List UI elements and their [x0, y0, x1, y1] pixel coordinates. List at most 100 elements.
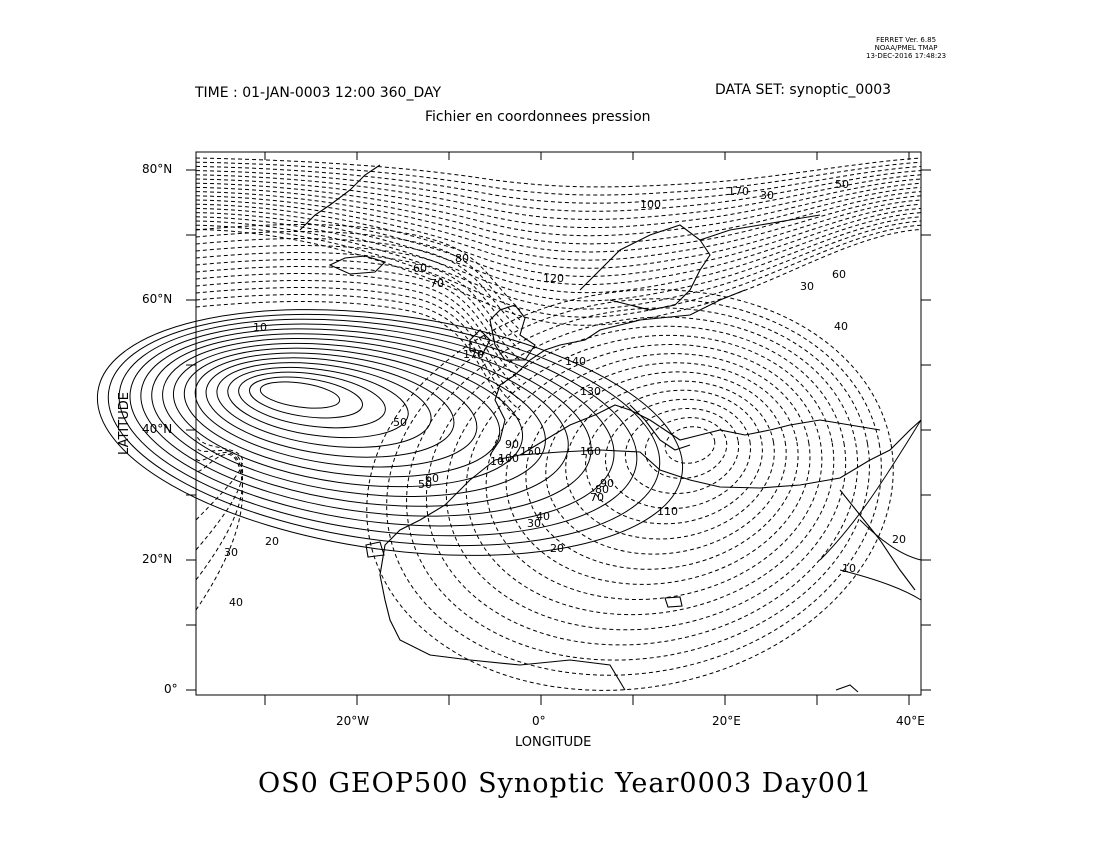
coastline	[869, 419, 922, 461]
contour-label: 70	[590, 491, 604, 504]
contour-line	[195, 231, 521, 321]
contour-line	[129, 323, 615, 527]
ferret-version: FERRET Ver. 6.85	[876, 36, 937, 44]
contour-line	[194, 352, 478, 468]
x-tick-label: 0°	[532, 714, 546, 728]
contour-line	[465, 334, 835, 616]
contour-line	[118, 318, 638, 537]
contour-line	[195, 452, 244, 581]
contour-line	[195, 287, 521, 401]
contour-line	[195, 453, 244, 611]
ferret-org: NOAA/PMEL TMAP	[874, 44, 938, 52]
contour-label: 150	[520, 445, 541, 458]
contour-line	[644, 417, 728, 479]
x-tick-label: 20°E	[712, 714, 741, 728]
contour-line	[205, 357, 455, 458]
contour-line	[195, 238, 521, 331]
contour-label: 140	[565, 355, 586, 368]
coastline	[489, 304, 536, 361]
contour-label: 90	[505, 438, 519, 451]
contour-line	[195, 445, 244, 551]
contour-line	[216, 362, 432, 448]
contour-label: 30	[527, 517, 541, 530]
contour-label: 20	[265, 535, 279, 548]
contour-label: 70	[430, 277, 444, 290]
dataset-header: DATA SET: synoptic_0003	[715, 82, 892, 98]
contour-line	[162, 338, 546, 497]
contour-line	[195, 191, 922, 253]
contour-label: 50	[393, 416, 407, 429]
coastline	[835, 684, 859, 693]
contour-line	[195, 207, 922, 286]
contour-line	[195, 182, 922, 237]
contour-line	[585, 389, 763, 525]
contour-label: 130	[580, 385, 601, 398]
ferret-version-info: FERRET Ver. 6.85 NOAA/PMEL TMAP 13-DEC-2…	[866, 36, 946, 60]
contour-line	[195, 433, 244, 521]
y-axis-label: LATITUDE	[116, 392, 132, 455]
contour-line	[195, 195, 922, 261]
contour-line	[525, 362, 799, 570]
contour-line	[172, 342, 524, 488]
contour-line	[238, 371, 386, 429]
contour-label: 40	[536, 510, 550, 523]
contour-label: 40	[834, 320, 848, 333]
contour-line	[195, 157, 922, 188]
contour-label: 100	[640, 198, 661, 211]
y-tick-label: 20°N	[142, 552, 173, 566]
contour-label: 60	[413, 262, 427, 275]
contour-label: 170	[728, 185, 749, 198]
contour-line	[248, 376, 364, 419]
coastline	[379, 459, 626, 691]
tickmarks	[186, 152, 931, 705]
x-axis-label: LONGITUDE	[515, 735, 592, 750]
contour-line	[195, 174, 922, 220]
coastline	[839, 489, 916, 591]
contour-line	[183, 347, 501, 478]
contour-line	[195, 161, 922, 196]
contour-line	[195, 203, 922, 277]
coastline	[664, 596, 683, 608]
coastline	[699, 214, 821, 241]
contour-line	[545, 371, 787, 555]
contour-line	[195, 170, 922, 212]
contour-line	[819, 419, 922, 561]
time-header: TIME : 01-JAN-0003 12:00 360_DAY	[195, 85, 442, 101]
contour-label: 10	[253, 321, 267, 334]
contour-line	[140, 328, 592, 517]
contour-label: 170	[463, 348, 484, 361]
contour-label: 100	[498, 452, 519, 465]
footer-title: OS0 GEOP500 Synoptic Year0003 Day001	[258, 768, 873, 799]
contour-line	[859, 519, 922, 561]
coastline	[629, 404, 691, 451]
contour-line	[366, 289, 894, 691]
contour-label: 10	[490, 455, 504, 468]
contour-line	[565, 380, 775, 540]
ferret-timestamp: 13-DEC-2016 17:48:23	[866, 52, 947, 60]
contour-line	[839, 569, 922, 601]
contour-label: 30	[224, 546, 238, 559]
coastline	[299, 164, 381, 231]
contour-label: 30	[760, 189, 774, 202]
contour-line	[195, 259, 521, 361]
contour-label: 30	[800, 280, 814, 293]
contour-label: 20	[550, 542, 564, 555]
coastline	[328, 255, 387, 275]
y-tick-label: 0°	[164, 682, 178, 696]
contour-line	[151, 333, 569, 507]
contour-line	[195, 212, 922, 294]
contour-line	[227, 366, 409, 439]
coastline	[519, 404, 881, 456]
plot-frame	[195, 151, 922, 696]
contour-layer	[96, 157, 922, 691]
y-tick-label: 40°N	[142, 422, 173, 436]
contour-line	[195, 199, 922, 269]
contour-line	[195, 165, 922, 204]
coastline	[579, 224, 711, 311]
coastline	[489, 289, 746, 456]
contour-label: 50	[835, 178, 849, 191]
plot-subtitle: Fichier en coordonnees pression	[425, 109, 651, 125]
contour-line	[195, 224, 521, 311]
